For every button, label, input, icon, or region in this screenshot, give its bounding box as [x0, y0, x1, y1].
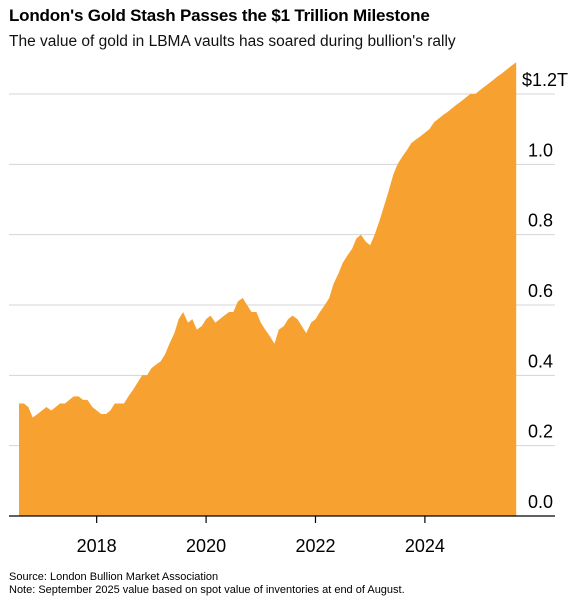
y-axis-tick-labels: 0.0 0.2 0.4 0.6 0.8 1.0 $1.2T: [522, 70, 568, 512]
y-tick-label: 0.0: [528, 492, 553, 512]
y-tick-label: 0.4: [528, 351, 553, 371]
gold-value-area: [19, 62, 517, 517]
y-tick-label: $1.2T: [522, 70, 568, 90]
y-tick-label: 0.8: [528, 211, 553, 231]
x-tick-label: 2024: [405, 536, 445, 556]
area-layer: [19, 62, 517, 517]
chart-subtitle: The value of gold in LBMA vaults has soa…: [9, 33, 456, 50]
y-tick-label: 0.6: [528, 281, 553, 301]
x-tick-label: 2020: [186, 536, 226, 556]
x-axis-tick-labels: 2018 2020 2022 2024: [77, 536, 445, 556]
x-tick-label: 2022: [295, 536, 335, 556]
y-tick-label: 0.2: [528, 422, 553, 442]
x-axis-ticks: [96, 516, 426, 523]
y-tick-label: 1.0: [528, 140, 553, 160]
source-note: Source: London Bullion Market Associatio…: [9, 571, 219, 583]
footnote: Note: September 2025 value based on spot…: [9, 584, 405, 596]
chart-title: London's Gold Stash Passes the $1 Trilli…: [9, 6, 430, 25]
x-tick-label: 2018: [77, 536, 117, 556]
area-chart: 0.0 0.2 0.4 0.6 0.8 1.0 $1.2T 2018 2020 2022 2024: [9, 62, 568, 556]
footnotes: Source: London Bullion Market Associatio…: [9, 571, 405, 597]
